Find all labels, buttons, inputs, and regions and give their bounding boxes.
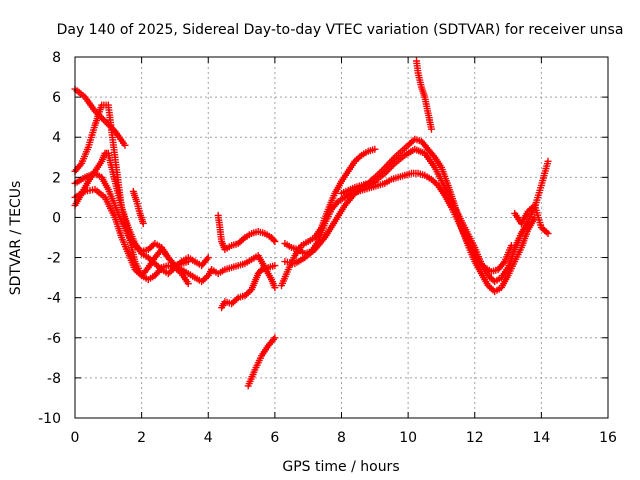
series-arc17: [511, 157, 552, 251]
series-arc15: [413, 57, 435, 133]
y-tick-label: 2: [52, 170, 61, 186]
x-axis-label: GPS time / hours: [282, 459, 399, 475]
data-marker: [511, 157, 552, 251]
data-marker: [413, 57, 435, 133]
y-tick-label: -2: [47, 251, 61, 267]
x-tick-label: 6: [270, 430, 279, 446]
y-axis-label: SDTVAR / TECUs: [8, 181, 24, 296]
y-tick-label: -8: [47, 371, 61, 387]
y-tick-label: 4: [52, 130, 61, 146]
data-marker: [208, 252, 279, 292]
data-marker: [338, 135, 539, 296]
y-tick-label: 0: [52, 210, 61, 226]
x-tick-label: 14: [532, 430, 550, 446]
chart-title: Day 140 of 2025, Sidereal Day-to-day VTE…: [57, 22, 624, 38]
series-arc14: [338, 135, 539, 296]
series-arc8: [208, 252, 279, 292]
data-marker: [129, 187, 147, 227]
data-marker: [71, 85, 129, 149]
grid: [75, 57, 608, 418]
y-tick-label: -10: [38, 411, 61, 427]
data-marker: [214, 211, 279, 253]
x-tick-label: 8: [337, 430, 346, 446]
data-marker: [281, 145, 525, 286]
series-arc10: [244, 334, 279, 390]
series-arc13: [281, 145, 525, 286]
axis-ticks: 0 2 4 6 8 10 12 14 16 -10 -8 -6 -4 -2 0 2 4 6 8: [38, 50, 617, 446]
series-arc6: [129, 187, 147, 227]
y-tick-label: 8: [52, 50, 61, 66]
x-tick-label: 10: [399, 430, 417, 446]
data-points: [71, 57, 552, 390]
data-marker: [218, 262, 279, 312]
x-tick-label: 2: [137, 430, 146, 446]
series-arc1: [71, 85, 129, 149]
y-tick-label: -4: [47, 291, 61, 307]
x-tick-label: 4: [204, 430, 213, 446]
data-marker: [244, 334, 279, 390]
x-tick-label: 0: [71, 430, 80, 446]
y-tick-label: 6: [52, 90, 61, 106]
x-tick-label: 12: [466, 430, 484, 446]
series-arc9: [218, 262, 279, 312]
x-tick-label: 16: [599, 430, 617, 446]
y-tick-label: -6: [47, 331, 61, 347]
series-arc7: [214, 211, 279, 253]
